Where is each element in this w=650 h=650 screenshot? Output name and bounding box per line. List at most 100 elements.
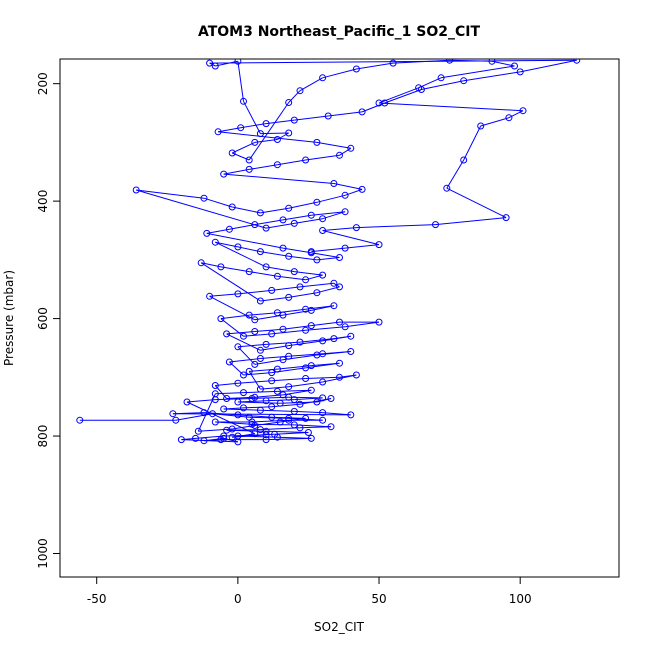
data-point xyxy=(347,411,355,419)
y-tick-label: 400 xyxy=(36,190,50,213)
series-line-segment xyxy=(229,358,261,363)
series-line-segment xyxy=(237,346,256,365)
data-point xyxy=(302,326,310,334)
series-line-segment xyxy=(378,87,419,104)
series-line-segment xyxy=(299,77,323,92)
series-line-segment xyxy=(356,224,436,229)
data-point xyxy=(234,379,242,387)
data-point xyxy=(234,59,242,65)
data-point xyxy=(76,416,84,424)
data-point xyxy=(296,338,304,346)
data-point xyxy=(352,65,360,73)
series-line-segment xyxy=(356,62,394,70)
series-line-segment xyxy=(218,131,317,143)
data-point xyxy=(245,311,253,319)
series-line-segment xyxy=(203,197,233,208)
series-line-segment xyxy=(305,376,340,379)
data-point xyxy=(273,136,281,143)
data-point xyxy=(319,394,327,402)
plot-frame xyxy=(59,58,620,578)
data-point xyxy=(234,411,242,419)
data-point xyxy=(341,244,349,252)
chart-title: ATOM3 Northeast_Pacific_1 SO2_CIT xyxy=(198,24,481,40)
data-point xyxy=(273,161,281,169)
data-point xyxy=(245,165,253,173)
data-point xyxy=(251,393,259,401)
data-point xyxy=(460,77,468,85)
data-point xyxy=(319,378,327,386)
data-point xyxy=(279,325,287,333)
data-point xyxy=(324,112,332,120)
series-line-segment xyxy=(480,117,510,127)
data-point xyxy=(256,346,264,354)
data-point xyxy=(194,427,202,435)
data-point xyxy=(296,424,304,432)
data-point xyxy=(341,323,349,331)
series-line-segment xyxy=(463,125,482,161)
data-point xyxy=(256,297,264,305)
series-line-segment xyxy=(322,374,357,383)
data-point xyxy=(177,436,185,444)
series-line-segment xyxy=(288,353,323,357)
data-point xyxy=(240,371,247,379)
data-point xyxy=(302,364,310,372)
series-line-segment xyxy=(237,380,272,384)
series-line-segment xyxy=(288,292,317,298)
data-point xyxy=(273,365,281,373)
data-point xyxy=(197,259,205,267)
data-point xyxy=(341,191,349,199)
data-point xyxy=(330,279,338,287)
data-point xyxy=(251,430,259,438)
y-axis-label: Pressure (mbar) xyxy=(2,270,16,366)
series-line-segment xyxy=(254,359,284,365)
data-point xyxy=(285,416,293,424)
data-point xyxy=(262,397,270,405)
data-point xyxy=(336,359,343,367)
series-line-segment xyxy=(277,389,312,392)
data-point xyxy=(290,407,298,415)
series-line-segment xyxy=(232,206,261,214)
data-point xyxy=(285,383,293,391)
data-point xyxy=(200,194,208,202)
data-point xyxy=(262,120,270,128)
series-line-segment xyxy=(333,183,363,190)
data-point xyxy=(415,84,423,92)
series-line-segment xyxy=(254,394,284,398)
data-point xyxy=(319,215,327,223)
data-point xyxy=(302,414,310,422)
data-point xyxy=(276,418,284,426)
data-point xyxy=(256,385,264,393)
series-line-segment xyxy=(240,123,267,129)
data-point xyxy=(336,373,343,381)
data-point xyxy=(516,68,524,76)
data-point xyxy=(245,156,253,164)
series-line-segment xyxy=(181,437,196,441)
series-line-segment xyxy=(288,90,301,103)
series-line-segment xyxy=(243,406,272,409)
data-point xyxy=(262,427,270,435)
data-point xyxy=(183,398,191,406)
series-line-segment xyxy=(254,219,284,226)
data-point xyxy=(296,400,304,408)
data-point xyxy=(352,224,360,232)
data-point xyxy=(245,367,253,375)
data-point xyxy=(307,211,315,219)
data-point xyxy=(256,130,264,138)
series-line-segment xyxy=(209,295,256,321)
series-line-segment xyxy=(237,343,267,348)
series-line-segment xyxy=(322,68,357,79)
data-point xyxy=(245,268,253,276)
data-point xyxy=(290,421,298,429)
series-line-segment xyxy=(223,408,261,411)
series-line-segment xyxy=(215,398,253,401)
data-point xyxy=(347,348,355,355)
data-point xyxy=(240,97,247,105)
data-point xyxy=(285,352,293,360)
series-line-segment xyxy=(491,60,515,67)
series-line-segment xyxy=(520,59,577,73)
series-line-segment xyxy=(260,296,289,302)
data-point xyxy=(268,330,276,338)
data-point xyxy=(211,238,219,246)
series-line-segment xyxy=(215,60,239,67)
data-point xyxy=(511,62,518,70)
